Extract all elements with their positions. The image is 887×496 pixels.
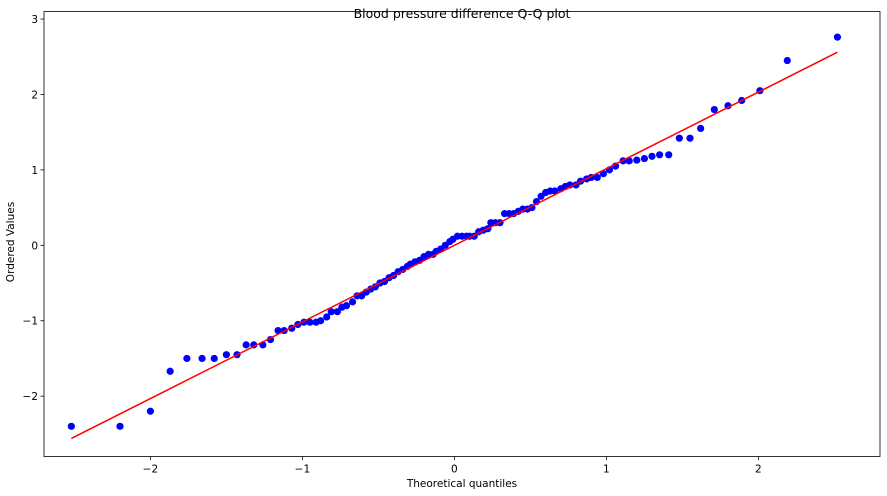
data-point <box>198 354 206 363</box>
data-point <box>327 308 335 316</box>
x-tick-label: 1 <box>603 464 610 476</box>
x-tick-label: 0 <box>451 464 458 476</box>
plot-layer <box>67 33 842 440</box>
y-axis-label: Ordered Values <box>5 202 17 282</box>
data-point <box>116 422 124 430</box>
data-point <box>833 33 842 41</box>
data-point <box>697 124 705 133</box>
data-point <box>166 367 174 375</box>
data-point <box>242 341 250 349</box>
data-point <box>648 152 656 160</box>
y-tick-label: 1 <box>31 165 38 177</box>
data-point <box>633 156 641 164</box>
y-tick-label: 2 <box>31 89 38 101</box>
chart-title: Blood pressure difference Q-Q plot <box>354 6 571 21</box>
data-point <box>210 354 218 363</box>
data-point <box>67 422 75 430</box>
y-tick-label: 3 <box>31 14 38 26</box>
ticks-layer: −2 −1 0 1 2 −2 −1 0 1 2 3 <box>23 14 762 475</box>
data-point <box>222 351 230 359</box>
data-point <box>348 298 357 306</box>
data-point <box>146 407 154 415</box>
data-point <box>710 105 718 114</box>
data-point <box>640 154 649 163</box>
data-point <box>274 326 282 335</box>
data-point <box>333 308 341 316</box>
data-point <box>342 302 351 310</box>
data-point <box>183 354 191 363</box>
plot-frame <box>43 11 881 457</box>
x-axis-label: Theoretical quantiles <box>406 478 517 490</box>
y-tick-label: −1 <box>23 316 38 328</box>
x-tick-label: −1 <box>295 464 310 476</box>
x-tick-label: −2 <box>143 464 158 476</box>
x-tick-label: 2 <box>755 464 762 476</box>
y-tick-label: 0 <box>31 240 38 252</box>
data-point <box>783 56 791 65</box>
data-point <box>656 151 664 159</box>
data-point <box>593 173 601 182</box>
data-point <box>551 187 559 195</box>
data-point <box>686 134 694 142</box>
data-point <box>306 318 314 326</box>
fit-line <box>71 51 838 440</box>
data-point <box>323 313 331 321</box>
data-point <box>675 134 683 142</box>
data-point <box>625 157 633 165</box>
data-point <box>665 151 673 159</box>
y-tick-label: −2 <box>23 391 38 403</box>
data-point <box>317 317 325 325</box>
